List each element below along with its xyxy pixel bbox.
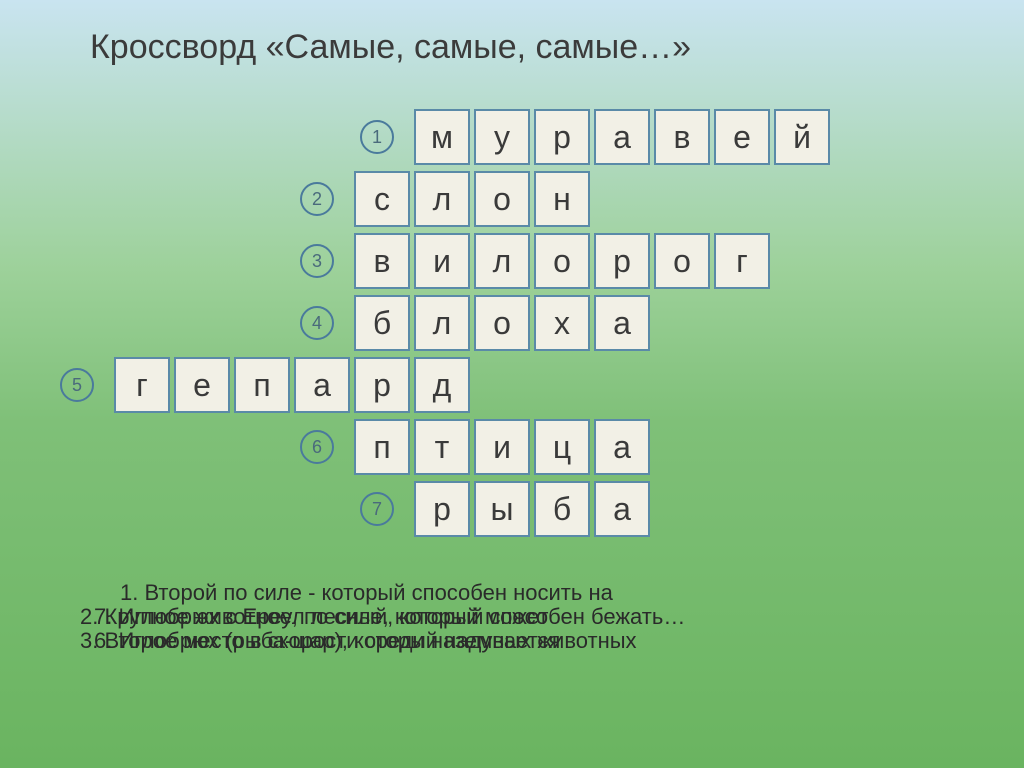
badge-slot: 1	[360, 120, 412, 154]
spacer	[120, 174, 180, 224]
crossword-cell: и	[474, 419, 530, 475]
row-number-badge: 5	[60, 368, 94, 402]
row-number-badge: 7	[360, 492, 394, 526]
crossword-cell: б	[534, 481, 590, 537]
clue-line: 6. Иглобрюх (рыба-шар), который надувает…	[94, 628, 560, 653]
row-number-badge: 6	[300, 430, 334, 464]
crossword-cell: т	[414, 419, 470, 475]
crossword-cell: о	[474, 295, 530, 351]
crossword-cell: а	[594, 109, 650, 165]
crossword-cell: ы	[474, 481, 530, 537]
crossword-cell: в	[354, 233, 410, 289]
crossword-cell: е	[174, 357, 230, 413]
clue-line: 7. Иглобрюх с Ереул лесный, который спос…	[94, 604, 685, 629]
crossword-cell: а	[594, 295, 650, 351]
crossword-cell: х	[534, 295, 590, 351]
spacer	[180, 174, 240, 224]
spacer	[60, 484, 120, 534]
row-number-badge: 3	[300, 244, 334, 278]
crossword-cell: ц	[534, 419, 590, 475]
spacer	[240, 236, 300, 286]
crossword-row: 3вилорог	[60, 230, 832, 292]
spacer	[240, 174, 300, 224]
crossword-cell: р	[594, 233, 650, 289]
spacer	[60, 422, 120, 472]
spacer	[300, 484, 360, 534]
spacer	[300, 112, 360, 162]
crossword-row: 5гепард	[60, 354, 832, 416]
crossword-cell: о	[534, 233, 590, 289]
spacer	[120, 112, 180, 162]
spacer	[180, 298, 240, 348]
spacer	[180, 422, 240, 472]
badge-slot: 2	[300, 182, 352, 216]
crossword-row: 6птица	[60, 416, 832, 478]
crossword-cell: б	[354, 295, 410, 351]
spacer	[180, 484, 240, 534]
crossword-cell: й	[774, 109, 830, 165]
badge-slot: 4	[300, 306, 352, 340]
spacer	[180, 236, 240, 286]
crossword-cell: о	[654, 233, 710, 289]
crossword-cell: а	[594, 481, 650, 537]
spacer	[180, 112, 240, 162]
row-number-badge: 4	[300, 306, 334, 340]
crossword-cell: в	[654, 109, 710, 165]
crossword-cell: м	[414, 109, 470, 165]
crossword-cell: г	[714, 233, 770, 289]
crossword-cell: о	[474, 171, 530, 227]
row-number-badge: 2	[300, 182, 334, 216]
spacer	[120, 422, 180, 472]
crossword-cell: г	[114, 357, 170, 413]
crossword-cell: р	[354, 357, 410, 413]
crossword-cell: у	[474, 109, 530, 165]
crossword-cell: л	[414, 171, 470, 227]
spacer	[240, 298, 300, 348]
crossword-cell: с	[354, 171, 410, 227]
crossword-cell: п	[354, 419, 410, 475]
crossword-row: 2слон	[60, 168, 832, 230]
crossword-cell: р	[534, 109, 590, 165]
crossword-cell: н	[534, 171, 590, 227]
spacer	[120, 298, 180, 348]
crossword-cell: а	[294, 357, 350, 413]
badge-slot: 5	[60, 368, 112, 402]
spacer	[240, 112, 300, 162]
crossword-grid: 1муравей2слон3вилорог4блоха5гепард6птица…	[60, 106, 832, 540]
clue-line: 1. Второй по силе - который способен нос…	[120, 580, 613, 605]
crossword-row: 4блоха	[60, 292, 832, 354]
spacer	[240, 484, 300, 534]
crossword-row: 7рыба	[60, 478, 832, 540]
spacer	[60, 112, 120, 162]
badge-slot: 6	[300, 430, 352, 464]
crossword-cell: п	[234, 357, 290, 413]
crossword-cell: л	[474, 233, 530, 289]
spacer	[60, 298, 120, 348]
crossword-cell: и	[414, 233, 470, 289]
row-number-badge: 1	[360, 120, 394, 154]
spacer	[120, 484, 180, 534]
crossword-row: 1муравей	[60, 106, 832, 168]
spacer	[120, 236, 180, 286]
badge-slot: 3	[300, 244, 352, 278]
spacer	[60, 236, 120, 286]
crossword-cell: е	[714, 109, 770, 165]
spacer	[240, 422, 300, 472]
crossword-cell: л	[414, 295, 470, 351]
spacer	[60, 174, 120, 224]
page-title: Кроссворд «Самые, самые, самые…»	[90, 28, 691, 67]
badge-slot: 7	[360, 492, 412, 526]
crossword-cell: д	[414, 357, 470, 413]
crossword-cell: р	[414, 481, 470, 537]
crossword-cell: а	[594, 419, 650, 475]
